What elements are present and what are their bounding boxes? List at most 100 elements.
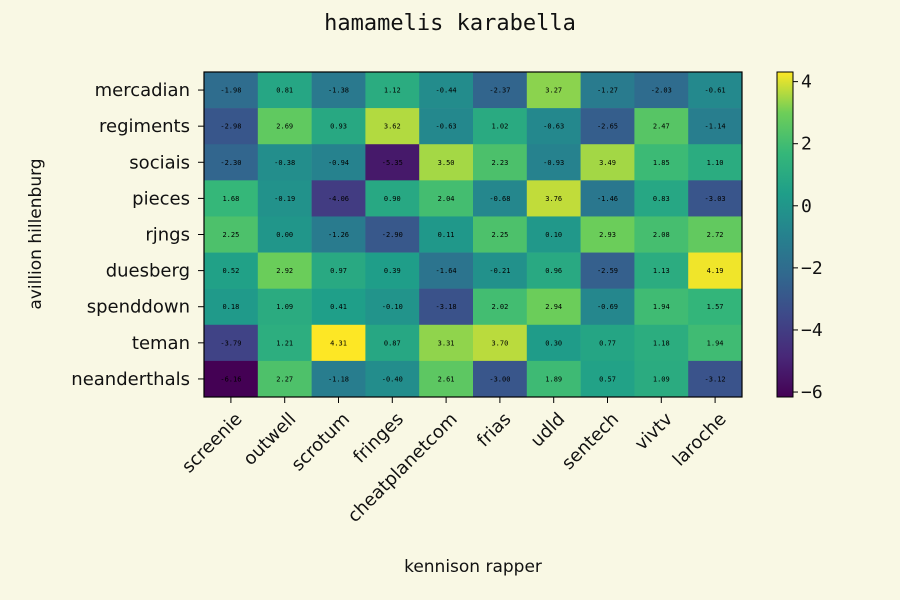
heatmap-cell	[634, 324, 689, 362]
x-tick-label: sentech	[558, 409, 623, 474]
heatmap-cell	[526, 144, 581, 181]
heatmap-cell	[419, 252, 474, 289]
heatmap-cell	[473, 324, 528, 362]
y-tick-label: rjngs	[145, 225, 190, 246]
heatmap-cell	[634, 360, 689, 398]
cell-value-label: -0.69	[597, 303, 618, 311]
cell-value-label: -0.38	[274, 159, 295, 167]
heatmap-cell	[580, 288, 635, 326]
cell-value-label: -0.10	[382, 303, 403, 311]
cell-value-label: -0.63	[436, 123, 457, 131]
cell-value-label: 0.77	[599, 339, 616, 347]
heatmap-cell	[473, 180, 528, 217]
cell-value-label: 1.02	[491, 123, 508, 131]
heatmap-cell	[473, 252, 528, 289]
heatmap-cell	[365, 324, 420, 362]
heatmap-cell	[257, 180, 312, 217]
y-tick-label: mercadian	[95, 80, 190, 101]
cell-value-label: 2.25	[222, 231, 239, 239]
colorbar-tick-label: 4	[801, 72, 812, 93]
heatmap-cell	[365, 216, 420, 253]
cell-value-label: 0.97	[330, 267, 347, 275]
cell-value-label: -2.37	[489, 87, 510, 95]
cell-value-label: 3.49	[599, 159, 616, 167]
heatmap-cell	[634, 180, 689, 217]
cell-value-label: 2.27	[276, 375, 293, 383]
heatmap-cell	[365, 360, 420, 398]
heatmap-cell	[473, 108, 528, 145]
cell-value-label: 1.89	[545, 375, 562, 383]
heatmap-cell	[688, 216, 743, 253]
cell-value-label: -1.14	[705, 123, 726, 131]
cell-value-label: 2.93	[599, 231, 616, 239]
colorbar-tick-label: −2	[801, 258, 823, 279]
heatmap-cell	[311, 108, 366, 145]
colorbar-ticks: 4 2 0 −2 −4 −6	[793, 72, 823, 403]
cell-value-label: 0.96	[545, 267, 562, 275]
cell-value-label: -1.98	[220, 87, 241, 95]
cell-value-label: 0.81	[276, 87, 293, 95]
cell-value-label: 3.50	[438, 159, 455, 167]
cell-value-label: -0.40	[382, 375, 403, 383]
cell-value-label: 0.00	[276, 231, 293, 239]
x-tick-label: frias	[473, 409, 516, 452]
cell-value-label: -3.00	[489, 375, 510, 383]
x-tick-label: screenie	[178, 409, 247, 478]
cell-value-label: 0.93	[330, 123, 347, 131]
heatmap-cell	[257, 324, 312, 362]
heatmap-cell	[688, 360, 743, 398]
heatmap-cell	[204, 72, 259, 109]
heatmap-cell	[419, 144, 474, 181]
cell-value-label: 0.10	[545, 231, 562, 239]
cell-value-label: -1.38	[328, 87, 349, 95]
heatmap-cell	[419, 72, 474, 109]
heatmap-cell	[204, 252, 259, 289]
cell-value-label: 2.04	[438, 195, 455, 203]
cell-value-label: 3.27	[545, 87, 562, 95]
colorbar-tick-label: −4	[801, 320, 823, 341]
y-tick-label: pieces	[132, 188, 190, 209]
colorbar-tick-label: 0	[801, 196, 812, 217]
cell-value-label: 1.94	[707, 339, 724, 347]
heatmap-cell	[204, 216, 259, 253]
cell-value-label: -2.30	[220, 159, 241, 167]
heatmap-cell	[473, 72, 528, 109]
cell-value-label: -3.12	[705, 375, 726, 383]
heatmap-cell	[419, 108, 474, 145]
cell-value-label: 2.92	[276, 267, 293, 275]
cell-value-label: -0.21	[489, 267, 510, 275]
cell-value-label: -1.26	[328, 231, 349, 239]
colorbar-tick-label: 2	[801, 134, 812, 155]
cell-value-label: 2.72	[707, 231, 724, 239]
cell-value-label: -2.65	[597, 123, 618, 131]
cell-value-label: 0.11	[438, 231, 455, 239]
heatmap-cell	[526, 180, 581, 217]
heatmap-cell	[634, 252, 689, 289]
y-tick-label: teman	[132, 333, 190, 354]
cell-value-label: 3.76	[545, 195, 562, 203]
cell-value-label: 2.25	[491, 231, 508, 239]
cell-value-label: 3.31	[438, 339, 455, 347]
cell-value-label: 1.21	[276, 339, 293, 347]
heatmap-cell	[365, 108, 420, 145]
heatmap-cell	[580, 252, 635, 289]
heatmap-cell	[311, 324, 366, 362]
cell-value-label: 2.47	[653, 123, 670, 131]
colorbar-tick-label: −6	[801, 382, 823, 403]
heatmap-cell	[634, 72, 689, 109]
cell-value-label: -0.63	[543, 123, 564, 131]
cell-value-label: 3.70	[491, 339, 508, 347]
heatmap-cell	[526, 360, 581, 398]
heatmap-cell	[580, 72, 635, 109]
cell-value-label: -3.03	[705, 195, 726, 203]
cell-value-label: -0.61	[705, 87, 726, 95]
cell-value-label: -1.46	[597, 195, 618, 203]
cell-value-label: -0.93	[543, 159, 564, 167]
cell-value-label: 3.62	[384, 123, 401, 131]
heatmap-cell	[204, 360, 259, 398]
y-tick-label: duesberg	[106, 261, 190, 282]
cell-value-label: -4.06	[328, 195, 349, 203]
cell-value-label: 1.09	[276, 303, 293, 311]
cell-value-label: -1.27	[597, 87, 618, 95]
heatmap-cell	[688, 72, 743, 109]
